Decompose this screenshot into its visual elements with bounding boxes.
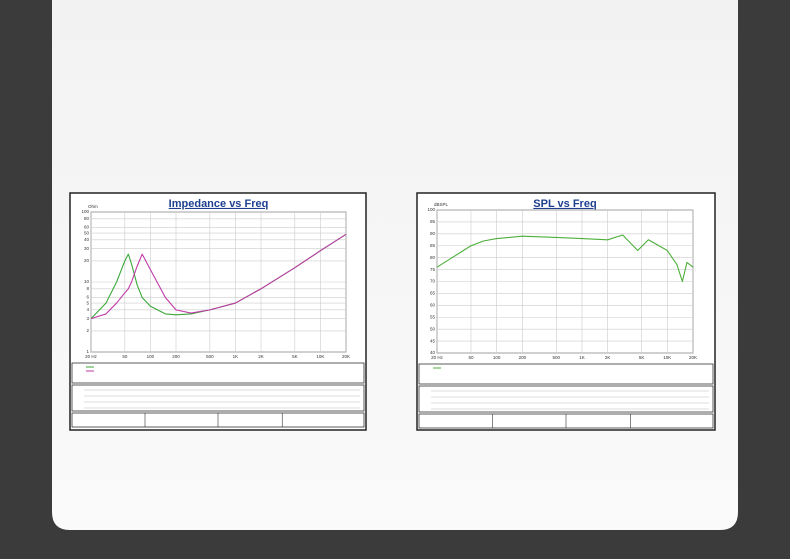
y-tick-label: 60 <box>430 303 436 308</box>
y-axis-label: dBSPL <box>434 202 449 207</box>
x-tick-label: 10K <box>316 354 324 359</box>
x-tick-label: 1K <box>579 355 585 360</box>
chart-title: Impedance vs Freq <box>169 198 269 210</box>
y-tick-label: 3 <box>86 316 89 321</box>
y-tick-label: 50 <box>430 326 436 331</box>
series-line <box>90 233 347 320</box>
y-tick-label: 60 <box>84 225 90 230</box>
charts: Impedance vs Freq Ohm 20 Hz 50 100 200 500 1K 2K… <box>69 192 716 431</box>
y-tick-label: 45 <box>430 338 436 343</box>
y-axis-label: Ohm <box>88 204 98 209</box>
y-tick-label: 30 <box>84 246 90 251</box>
series-line <box>436 234 694 283</box>
y-tick-label: 70 <box>430 279 436 284</box>
x-tick-label: 2K <box>605 355 611 360</box>
y-tick-label: 50 <box>84 230 90 235</box>
x-tick-label: 2K <box>258 354 264 359</box>
y-tick-label: 90 <box>430 231 436 236</box>
y-tick-label: 95 <box>430 219 436 224</box>
y-tick-label: 10 <box>84 279 90 284</box>
x-tick-label: 20K <box>342 354 350 359</box>
y-tick-label: 5 <box>86 300 89 305</box>
x-tick-label: 20 Hz <box>431 355 444 360</box>
y-tick-label: 40 <box>84 237 90 242</box>
y-tick-label: 80 <box>430 255 436 260</box>
x-tick-label: 500 <box>206 354 214 359</box>
notes-box <box>71 384 365 412</box>
chart-title: SPL vs Freq <box>533 198 596 210</box>
x-tick-label: 500 <box>553 355 561 360</box>
x-tick-label: 20 Hz <box>85 354 98 359</box>
x-tick-label: 200 <box>172 354 180 359</box>
x-tick-label: 5K <box>292 354 298 359</box>
notes-box <box>418 385 714 413</box>
y-tick-label: 40 <box>430 350 436 355</box>
y-tick-label: 55 <box>430 314 436 319</box>
y-tick-label: 85 <box>430 243 436 248</box>
legend-box <box>418 363 714 385</box>
y-tick-label: 100 <box>81 209 89 214</box>
y-tick-label: 4 <box>86 307 89 312</box>
x-tick-label: 5K <box>639 355 645 360</box>
x-tick-label: 1K <box>233 354 239 359</box>
y-tick-label: 2 <box>86 328 89 333</box>
x-tick-label: 50 <box>468 355 474 360</box>
x-tick-label: 100 <box>147 354 155 359</box>
x-tick-label: 50 <box>122 354 128 359</box>
x-tick-label: 20K <box>689 355 697 360</box>
y-tick-label: 75 <box>430 267 436 272</box>
x-tick-label: 200 <box>519 355 527 360</box>
y-tick-label: 1 <box>86 349 89 354</box>
y-tick-label: 65 <box>430 291 436 296</box>
x-tick-label: 10K <box>663 355 671 360</box>
y-tick-label: 8 <box>86 286 89 291</box>
y-tick-label: 6 <box>86 295 89 300</box>
legend-box <box>71 362 365 384</box>
y-tick-label: 20 <box>84 258 90 263</box>
y-tick-label: 80 <box>84 216 90 221</box>
y-tick-label: 100 <box>427 207 435 212</box>
x-tick-label: 100 <box>493 355 501 360</box>
